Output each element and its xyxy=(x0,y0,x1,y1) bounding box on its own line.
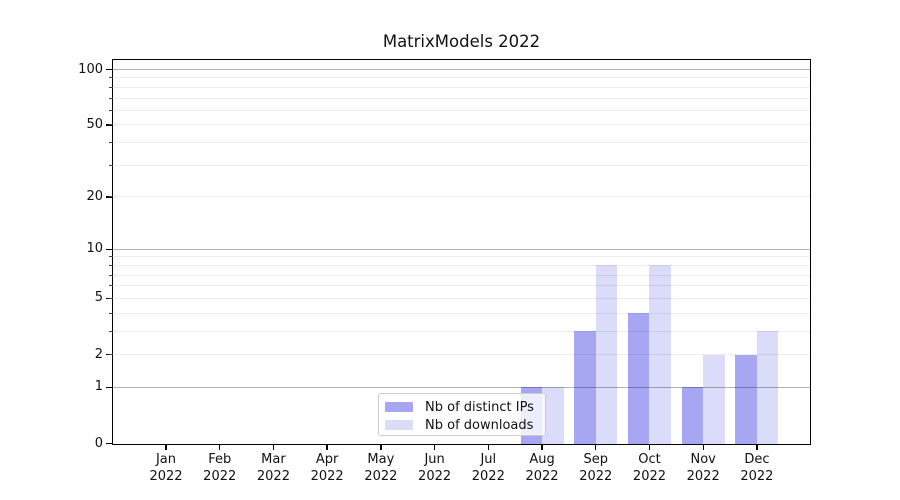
x-tick xyxy=(756,443,758,451)
y-tick-minor xyxy=(109,124,114,126)
x-tick xyxy=(487,443,489,451)
x-tick-label: Aug 2022 xyxy=(525,452,559,484)
y-tick-minor xyxy=(109,312,114,314)
y-tick xyxy=(106,68,114,71)
bar-downloads-oct xyxy=(649,265,671,444)
y-tick-label: 10 xyxy=(86,241,103,257)
y-tick-minor xyxy=(109,97,114,99)
y-tick-minor xyxy=(109,109,114,111)
legend-item-downloads: Nb of downloads xyxy=(385,416,545,434)
y-tick-label: 5 xyxy=(94,290,103,306)
x-tick-label: Dec 2022 xyxy=(740,452,774,484)
x-tick-label: Oct 2022 xyxy=(632,452,667,484)
bar-distinct-ips-nov xyxy=(681,387,704,444)
x-tick xyxy=(648,443,651,451)
y-tick-minor xyxy=(109,86,114,88)
legend-item-distinct-ips: Nb of distinct IPs xyxy=(385,398,545,416)
y-tick-label: 20 xyxy=(86,188,103,204)
legend-label-distinct-ips: Nb of distinct IPs xyxy=(425,399,534,415)
gridline-minor xyxy=(113,196,810,198)
gridline-major xyxy=(113,69,810,70)
gridline-minor xyxy=(113,77,810,79)
gridline-minor xyxy=(113,86,810,88)
gridline-major xyxy=(113,248,810,250)
x-tick xyxy=(272,443,275,451)
gridline-minor xyxy=(113,256,810,258)
y-tick-minor xyxy=(109,330,114,332)
y-tick-label: 100 xyxy=(78,61,103,77)
y-tick-minor xyxy=(109,164,114,166)
gridline-minor xyxy=(113,142,810,144)
legend-swatch-downloads xyxy=(385,420,413,430)
y-tick-minor xyxy=(109,354,114,356)
y-tick-minor xyxy=(109,264,114,266)
y-tick-minor xyxy=(109,196,114,198)
x-tick xyxy=(326,443,328,451)
x-tick-label: Jun 2022 xyxy=(418,452,452,484)
y-tick-minor xyxy=(109,297,114,299)
y-tick xyxy=(106,442,114,445)
gridline-minor xyxy=(113,97,810,99)
gridline-minor xyxy=(113,124,810,126)
gridline-minor xyxy=(113,297,810,299)
gridline-minor xyxy=(113,274,810,276)
gridline-minor xyxy=(113,264,810,266)
x-tick xyxy=(219,443,221,451)
y-tick-minor xyxy=(109,142,114,144)
bar-distinct-ips-dec xyxy=(735,354,757,444)
gridline-minor xyxy=(113,312,810,314)
x-tick-label: Feb 2022 xyxy=(203,452,237,484)
x-tick-label: Sep 2022 xyxy=(579,452,613,484)
chart-title: MatrixModels 2022 xyxy=(382,32,541,51)
y-tick-label: 2 xyxy=(94,346,103,362)
x-tick xyxy=(595,443,597,451)
bar-downloads-aug xyxy=(542,387,564,444)
x-tick-label: May 2022 xyxy=(364,452,398,484)
bar-downloads-nov xyxy=(703,354,725,444)
gridline-minor xyxy=(113,285,810,287)
gridline-major xyxy=(113,386,810,388)
y-tick-label: 0 xyxy=(94,435,103,451)
x-tick-label: Nov 2022 xyxy=(686,452,720,484)
gridline-minor xyxy=(113,164,810,166)
bar-distinct-ips-oct xyxy=(627,313,650,444)
x-tick xyxy=(433,443,436,451)
bar-distinct-ips-sep xyxy=(574,331,596,444)
bar-downloads-dec xyxy=(756,331,779,444)
legend: Nb of distinct IPs Nb of downloads xyxy=(378,393,546,436)
y-tick xyxy=(106,248,114,250)
y-tick-label: 1 xyxy=(94,379,103,395)
y-tick-minor xyxy=(109,256,114,258)
x-tick xyxy=(165,443,167,451)
x-tick-label: Jul 2022 xyxy=(471,452,505,484)
x-tick-label: Apr 2022 xyxy=(310,452,344,484)
x-tick xyxy=(702,443,704,451)
y-tick-label: 50 xyxy=(86,116,103,132)
bar-downloads-sep xyxy=(595,265,618,444)
gridline-minor xyxy=(113,109,810,111)
gridline-minor xyxy=(113,330,810,332)
y-tick xyxy=(106,386,114,389)
y-tick-minor xyxy=(109,285,114,287)
gridline-minor xyxy=(113,354,810,356)
y-tick-minor xyxy=(109,77,114,79)
legend-swatch-distinct-ips xyxy=(385,402,413,412)
x-tick xyxy=(541,443,543,451)
y-tick-minor xyxy=(109,274,114,276)
x-tick xyxy=(380,443,382,451)
legend-label-downloads: Nb of downloads xyxy=(425,417,534,433)
x-tick-label: Mar 2022 xyxy=(256,452,290,484)
x-tick-label: Jan 2022 xyxy=(149,452,183,484)
